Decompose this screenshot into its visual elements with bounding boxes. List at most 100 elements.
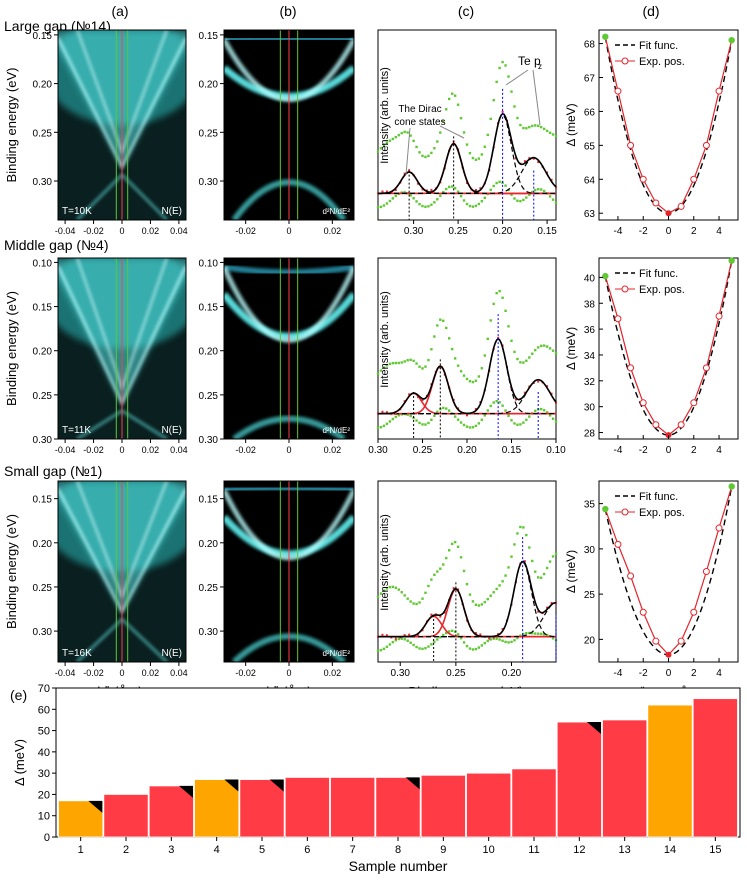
edc-green-point (545, 129, 549, 133)
edc-green-point (406, 413, 409, 416)
edc-green-point (519, 423, 522, 426)
edc-green-point (537, 187, 540, 191)
xtick-label: -0.04 (55, 668, 76, 678)
edc-green-point (406, 131, 409, 134)
ytick-label: 0.25 (199, 128, 219, 139)
edc-green-point (551, 349, 555, 352)
edc-green-point (388, 585, 392, 589)
edc-green-point (397, 588, 400, 591)
ylabel-delta: Δ (meV) (564, 327, 578, 370)
edc-green-point (492, 184, 495, 188)
edc-data-point (390, 413, 393, 416)
edc-green-point (415, 362, 418, 365)
edc-green-point (525, 533, 528, 537)
edc-green-point (542, 189, 546, 193)
ytick-label: 0.15 (199, 31, 219, 42)
edc-data-point (430, 613, 433, 616)
edc-green-point (474, 603, 478, 606)
xtick-label: 0.15 (537, 226, 557, 237)
edc-data-point (394, 189, 397, 192)
bar-sample-7 (330, 777, 376, 838)
edc-green-point (385, 141, 389, 144)
edc-green-point (528, 415, 531, 418)
exp-pos-marker (690, 399, 698, 407)
edc-data-point (443, 611, 446, 614)
edc-data-point (555, 186, 557, 189)
xtick-label: -4 (614, 445, 623, 456)
exp-pos-marker (690, 175, 698, 183)
edc-data-point (546, 171, 549, 174)
edc-green-point (480, 603, 484, 606)
edc-green-point (465, 202, 469, 206)
edc-green-point (430, 418, 433, 422)
edc-green-point (462, 569, 466, 573)
edc-green-point (394, 586, 397, 589)
ytick-label: 0.20 (199, 539, 219, 550)
ytick-label: 38 (584, 299, 596, 310)
ytick-label: 20 (38, 789, 50, 801)
edc-green-point (439, 318, 442, 321)
ytick-label: 0.30 (199, 177, 219, 188)
edc-green-point (471, 205, 475, 208)
edc-green-point (522, 361, 525, 364)
annot-te-pz: Te p (518, 54, 541, 68)
edc-green-point (450, 542, 454, 546)
edc-green-point (501, 639, 504, 642)
legend-exp-marker (621, 57, 629, 65)
ytick-label: 0.25 (199, 391, 219, 402)
edc-green-point (531, 124, 534, 128)
edc-green-point (421, 204, 424, 208)
edc-green-point (379, 425, 383, 429)
edc-green-point (424, 423, 427, 426)
edc-green-point (501, 296, 504, 299)
edc-green-point (436, 324, 439, 327)
edc-green-point (551, 133, 555, 136)
edc-green-point (421, 647, 424, 651)
edc-green-point (439, 131, 442, 134)
edc-data-point (408, 169, 411, 172)
xtick-label: 1 (78, 844, 84, 856)
edc-green-point (450, 347, 454, 351)
edc-green-point (430, 578, 433, 581)
edc-green-point (412, 139, 415, 143)
edc-green-point (537, 576, 540, 579)
edc-green-point (501, 60, 504, 64)
xtick-label: 2 (123, 844, 129, 856)
edge-point (602, 272, 609, 280)
edc-green-point (382, 424, 386, 428)
edc-green-point (519, 525, 522, 529)
edc-green-point (483, 414, 486, 417)
edc-green-point (391, 417, 395, 421)
edc-green-point (498, 66, 501, 70)
edc-green-point (456, 545, 460, 549)
edc-green-point (554, 552, 558, 555)
edc-curves (376, 525, 558, 662)
edc-green-point (442, 120, 445, 123)
edc-green-point (551, 555, 555, 558)
exp-pos-marker (715, 312, 723, 320)
ytick-label: 0.25 (33, 583, 53, 594)
edc-green-point (489, 638, 492, 641)
edc-te-component (378, 602, 557, 638)
edc-green-point (516, 636, 519, 640)
xtick-label: 0 (119, 226, 124, 236)
edc-green-point (433, 414, 436, 418)
edc-green-point (424, 646, 427, 650)
edc-green-point (415, 602, 418, 606)
edc-green-point (459, 556, 463, 559)
edc-green-point (471, 156, 475, 160)
edc-green-point (534, 188, 537, 192)
edc-green-point (522, 198, 525, 202)
edc-data-point (479, 633, 482, 636)
edc-green-point (548, 560, 552, 563)
edc-green-point (418, 151, 421, 154)
edc-green-point (483, 196, 486, 199)
edc-green-point (465, 143, 469, 146)
edc-green-point (465, 377, 469, 381)
edc-green-point (391, 640, 395, 644)
edc-green-point (510, 90, 513, 93)
edc-green-point (519, 123, 522, 127)
edc-green-point (397, 414, 400, 417)
edc-green-point (427, 421, 430, 425)
xtick-label: -0.02 (235, 226, 256, 236)
